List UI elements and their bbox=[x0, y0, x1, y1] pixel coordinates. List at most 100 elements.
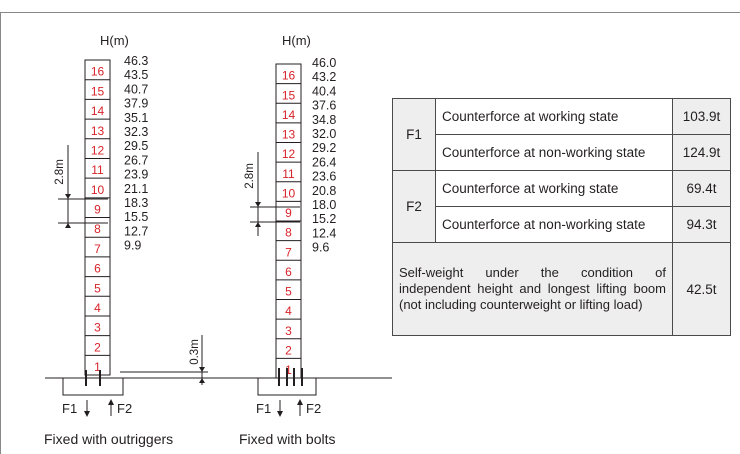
height-value: 37.6 bbox=[312, 99, 336, 113]
height-value: 23.6 bbox=[312, 170, 336, 184]
height-value: 40.4 bbox=[312, 84, 336, 98]
segment-number: 9 bbox=[285, 206, 292, 220]
dimension-marker: 2.8m bbox=[54, 145, 108, 228]
height-value: 46.3 bbox=[124, 54, 148, 68]
segment-number: 13 bbox=[91, 124, 105, 138]
segment-number: 2 bbox=[285, 343, 292, 357]
segment-number: 7 bbox=[285, 245, 292, 259]
tower-base bbox=[257, 368, 317, 396]
height-values: 46.043.240.437.634.832.029.226.423.620.8… bbox=[312, 56, 336, 255]
segment-number: 8 bbox=[285, 226, 292, 240]
self-weight-value: 42.5t bbox=[672, 242, 731, 336]
segment-number: 8 bbox=[94, 222, 101, 236]
segment-number: 12 bbox=[91, 143, 105, 157]
segment-number: 3 bbox=[94, 321, 101, 335]
height-value: 35.1 bbox=[124, 111, 148, 125]
height-value: 9.6 bbox=[312, 241, 329, 255]
height-value: 21.1 bbox=[124, 182, 148, 196]
base-dimension-label: 0.3m bbox=[189, 339, 201, 365]
base-dimension-marker: 0.3m bbox=[120, 335, 208, 385]
segment-number: 5 bbox=[285, 285, 292, 299]
tower-height-label: H(m) bbox=[282, 33, 311, 48]
f1-working-value: 103.9t bbox=[672, 98, 731, 135]
segment-number: 3 bbox=[285, 324, 292, 338]
f2-label: F2 bbox=[392, 170, 436, 243]
segment-number: 14 bbox=[282, 108, 296, 122]
segment-number: 7 bbox=[94, 242, 101, 256]
counterforce-table: F1 Counterforce at working state 103.9t … bbox=[392, 98, 731, 336]
segment-number: 1 bbox=[285, 363, 292, 377]
f2-working-label: Counterforce at working state bbox=[435, 170, 673, 207]
height-value: 15.2 bbox=[312, 212, 336, 226]
arrow-up-icon bbox=[108, 399, 114, 405]
segment-number: 12 bbox=[282, 147, 296, 161]
height-value: 12.7 bbox=[124, 224, 148, 238]
segment-number: 6 bbox=[94, 262, 101, 276]
segment-number: 16 bbox=[91, 65, 105, 79]
f2-nonworking-label: Counterforce at non-working state bbox=[435, 206, 673, 243]
tower-caption: Fixed with outriggers bbox=[44, 431, 173, 447]
height-value: 23.9 bbox=[124, 168, 148, 182]
segment-number: 16 bbox=[282, 69, 296, 83]
height-value: 15.5 bbox=[124, 210, 148, 224]
segment-number: 4 bbox=[285, 304, 292, 318]
height-value: 12.4 bbox=[312, 226, 336, 240]
segment-number: 15 bbox=[91, 84, 105, 98]
segment-number: 10 bbox=[91, 183, 105, 197]
tower-height-label: H(m) bbox=[100, 33, 129, 48]
arrow-down-icon bbox=[277, 411, 283, 417]
segment-number: 13 bbox=[282, 128, 296, 142]
height-value: 18.3 bbox=[124, 196, 148, 210]
self-weight-label: Self-weight under the condition of indep… bbox=[392, 242, 673, 336]
dimension-marker: 2.8m bbox=[244, 152, 300, 236]
table-row: Counterforce at non-working state 94.3t bbox=[393, 206, 731, 243]
segment-number: 9 bbox=[94, 203, 101, 217]
segment-number: 14 bbox=[91, 104, 105, 118]
force-arrows: F1 F2 bbox=[62, 399, 132, 417]
f1-nonworking-label: Counterforce at non-working state bbox=[435, 134, 673, 171]
force-f2-label: F2 bbox=[306, 401, 321, 416]
force-f1-label: F1 bbox=[62, 401, 77, 416]
segment-number: 2 bbox=[94, 340, 101, 354]
f2-working-value: 69.4t bbox=[672, 170, 731, 207]
tower-base bbox=[62, 370, 124, 396]
table-row: F1 Counterforce at working state 103.9t bbox=[392, 98, 731, 171]
table-row: Counterforce at non-working state 124.9t bbox=[393, 134, 731, 171]
segment-number: 10 bbox=[282, 186, 296, 200]
height-value: 32.3 bbox=[124, 125, 148, 139]
tower-caption: Fixed with bolts bbox=[239, 431, 335, 447]
table-row: Self-weight under the condition of indep… bbox=[392, 242, 731, 336]
height-value: 32.0 bbox=[312, 127, 336, 141]
height-value: 40.7 bbox=[124, 82, 148, 96]
force-f1-label: F1 bbox=[256, 401, 271, 416]
height-value: 26.4 bbox=[312, 155, 336, 169]
segment-number: 4 bbox=[94, 301, 101, 315]
height-value: 29.5 bbox=[124, 139, 148, 153]
height-value: 29.2 bbox=[312, 141, 336, 155]
segment-number: 11 bbox=[282, 167, 295, 181]
arrow-down-icon bbox=[84, 411, 90, 417]
height-value: 37.9 bbox=[124, 97, 148, 111]
dimension-label: 2.8m bbox=[54, 159, 66, 185]
height-value: 26.7 bbox=[124, 153, 148, 167]
force-f2-label: F2 bbox=[117, 401, 132, 416]
f1-working-label: Counterforce at working state bbox=[435, 98, 673, 135]
f1-nonworking-value: 124.9t bbox=[672, 134, 731, 171]
segment-number: 1 bbox=[94, 360, 101, 374]
force-arrows: F1 F2 bbox=[256, 399, 321, 417]
height-value: 46.0 bbox=[312, 56, 336, 70]
height-values: 46.343.540.737.935.132.329.526.723.921.1… bbox=[124, 54, 148, 253]
arrow-up-icon bbox=[297, 399, 303, 405]
height-value: 34.8 bbox=[312, 113, 336, 127]
dimension-label: 2.8m bbox=[244, 163, 256, 189]
f2-nonworking-value: 94.3t bbox=[672, 206, 731, 243]
f1-label: F1 bbox=[392, 98, 436, 171]
segment-number: 6 bbox=[285, 265, 292, 279]
table-row: F2 Counterforce at working state 69.4t bbox=[392, 170, 731, 243]
